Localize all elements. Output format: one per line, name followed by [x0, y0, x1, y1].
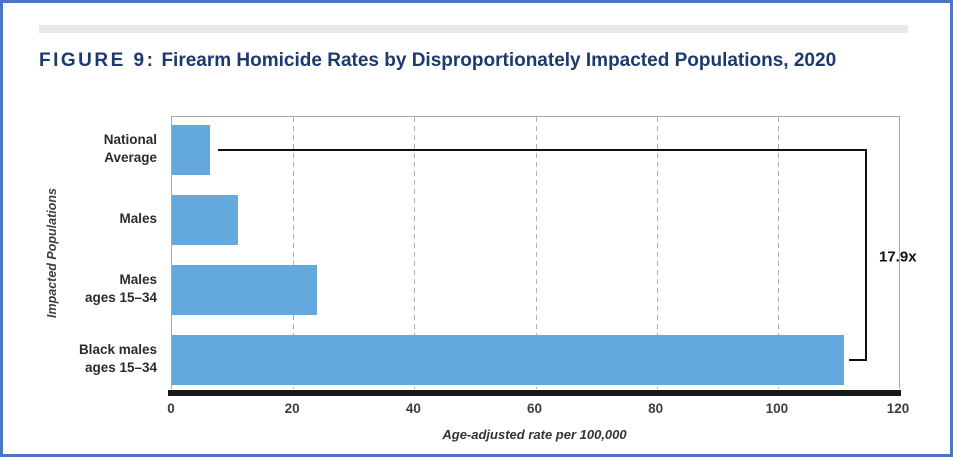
- x-tick-labels: 0 20 40 60 80 100 120: [167, 401, 909, 419]
- category-label: Males: [119, 211, 157, 226]
- ratio-annotation-label: 17.9x: [879, 248, 917, 266]
- bar: [172, 125, 210, 175]
- x-tick-label: 100: [765, 401, 789, 416]
- category-label: Males ages 15–34: [84, 272, 157, 305]
- x-axis-line: [168, 390, 901, 396]
- x-tick-label: 60: [526, 401, 543, 416]
- ratio-bracket-top-line: [217, 148, 867, 152]
- gridline-100: [777, 117, 779, 389]
- x-tick-label: 0: [167, 401, 175, 416]
- ratio-bracket-connector-line: [849, 358, 867, 362]
- gridline-60: [535, 117, 537, 389]
- category-label: National Average: [103, 132, 157, 165]
- figure-number-label: FIGURE 9:: [39, 50, 156, 71]
- gridline-80: [656, 117, 658, 389]
- category-labels: National Average Males Males ages 15–34 Bla…: [31, 116, 163, 388]
- figure-title: FIGURE 9: Firearm Homicide Rates by Dispr…: [39, 49, 919, 73]
- gridline-20: [293, 117, 295, 389]
- bar: [172, 265, 317, 315]
- plot-area: 17.9x: [171, 116, 917, 389]
- x-tick-label: 20: [284, 401, 300, 416]
- x-tick-label: 120: [886, 401, 910, 416]
- title-accent-bar: [39, 25, 908, 33]
- bar: [172, 335, 845, 385]
- figure-title-text: Firearm Homicide Rates by Disproportiona…: [161, 50, 837, 71]
- category-label: Black males ages 15–34: [78, 342, 157, 375]
- x-tick-label: 80: [648, 401, 664, 416]
- x-axis-title: Age-adjusted rate per 100,000: [442, 427, 627, 442]
- ratio-bracket-vertical-line: [864, 148, 867, 362]
- bar: [172, 195, 239, 245]
- x-tick-label: 40: [405, 401, 421, 416]
- gridline-40: [414, 117, 416, 389]
